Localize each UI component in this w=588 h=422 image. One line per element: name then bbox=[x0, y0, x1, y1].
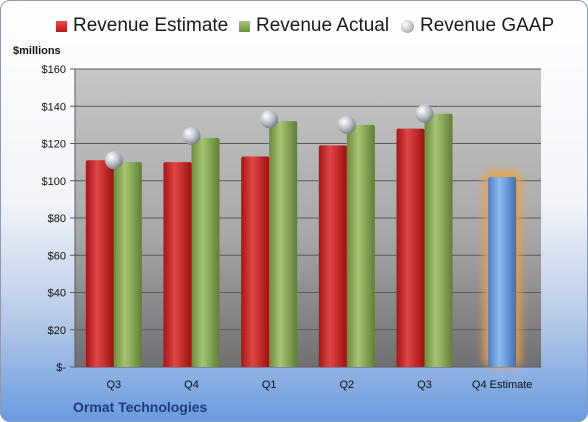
legend-item-gaap: Revenue GAAP bbox=[401, 15, 554, 37]
y-tick-label: $80 bbox=[48, 213, 66, 225]
x-tick-label: Q3 bbox=[417, 379, 432, 391]
x-tick-label: Q2 bbox=[339, 379, 354, 391]
legend-label-actual: Revenue Actual bbox=[256, 15, 390, 36]
legend-label-estimate: Revenue Estimate bbox=[73, 15, 229, 36]
bar-revenue-estimate bbox=[396, 128, 425, 367]
legend-swatch-actual bbox=[239, 20, 250, 32]
bar-revenue-estimate bbox=[241, 156, 270, 367]
y-tick-label: $40 bbox=[48, 288, 66, 300]
legend: Revenue Estimate Revenue Actual Revenue … bbox=[1, 15, 587, 43]
y-tick-label: $20 bbox=[48, 325, 66, 337]
marker-revenue-gaap bbox=[337, 115, 356, 134]
marker-revenue-gaap bbox=[104, 151, 123, 170]
legend-swatch-estimate bbox=[56, 20, 67, 32]
y-tick-label: $60 bbox=[48, 250, 66, 262]
bar-revenue-actual bbox=[346, 124, 375, 367]
legend-item-actual: Revenue Actual bbox=[239, 15, 389, 37]
bar-revenue-actual bbox=[424, 113, 453, 367]
marker-revenue-gaap bbox=[415, 104, 434, 123]
bar-revenue-estimate bbox=[318, 145, 347, 367]
x-tick-label: Q1 bbox=[262, 379, 277, 391]
bar-revenue-actual bbox=[191, 137, 220, 367]
y-tick-label: $160 bbox=[42, 64, 66, 76]
legend-item-estimate: Revenue Estimate bbox=[56, 15, 228, 37]
bar-forecast-estimate bbox=[488, 177, 517, 367]
company-name: Ormat Technologies bbox=[73, 399, 208, 415]
y-axis-unit-label: $millions bbox=[13, 45, 61, 57]
y-tick-label: $120 bbox=[42, 139, 66, 151]
bar-revenue-estimate bbox=[163, 162, 192, 367]
bar-revenue-actual bbox=[269, 121, 298, 368]
x-tick-label: Q4 bbox=[184, 379, 199, 391]
bar-revenue-actual bbox=[113, 162, 142, 367]
marker-revenue-gaap bbox=[260, 110, 279, 129]
y-tick-label: $100 bbox=[42, 176, 66, 188]
x-tick-label: Q3 bbox=[106, 379, 121, 391]
legend-swatch-gaap bbox=[401, 19, 414, 33]
y-tick-label: $140 bbox=[42, 101, 66, 113]
legend-label-gaap: Revenue GAAP bbox=[420, 15, 555, 36]
y-tick-label: $- bbox=[56, 362, 66, 374]
x-tick-label: Q4 Estimate bbox=[472, 379, 533, 391]
marker-revenue-gaap bbox=[182, 127, 201, 146]
bar-revenue-estimate bbox=[85, 160, 114, 367]
